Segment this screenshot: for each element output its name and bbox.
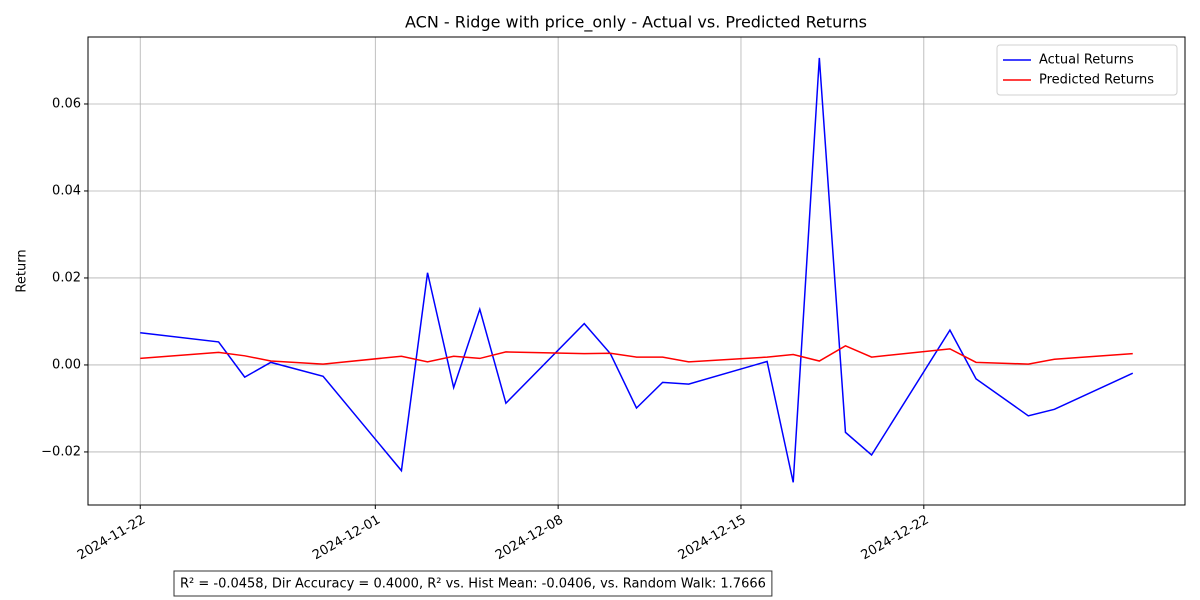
y-tick-label: 0.00	[52, 357, 81, 372]
y-tick-label: 0.02	[52, 270, 81, 285]
y-tick-label: −0.02	[41, 444, 81, 459]
legend-label: Actual Returns	[1039, 53, 1134, 68]
x-tick-label: 2024-12-01	[310, 513, 383, 564]
x-tick-label: 2024-12-22	[859, 513, 932, 564]
annotation: R² = -0.0458, Dir Accuracy = 0.4000, R² …	[173, 570, 773, 597]
legend-box	[996, 44, 1178, 96]
x-tick-label: 2024-12-15	[676, 513, 749, 564]
annotation-box	[173, 570, 773, 597]
data-line	[140, 344, 1133, 365]
y-tick-label: 0.04	[52, 183, 81, 198]
legend-label: Predicted Returns	[1039, 73, 1154, 88]
x-tick-label: 2024-11-22	[75, 513, 148, 564]
y-tick-label: 0.06	[52, 96, 81, 111]
chart-title: ACN - Ridge with price_only - Actual vs.…	[405, 13, 867, 33]
y-axis-label: Return	[15, 249, 30, 292]
x-tick-label: 2024-12-08	[493, 513, 566, 564]
data-line	[140, 57, 1134, 483]
annotation-text: R² = -0.0458, Dir Accuracy = 0.4000, R² …	[180, 577, 766, 592]
plot-frame	[87, 36, 1186, 506]
